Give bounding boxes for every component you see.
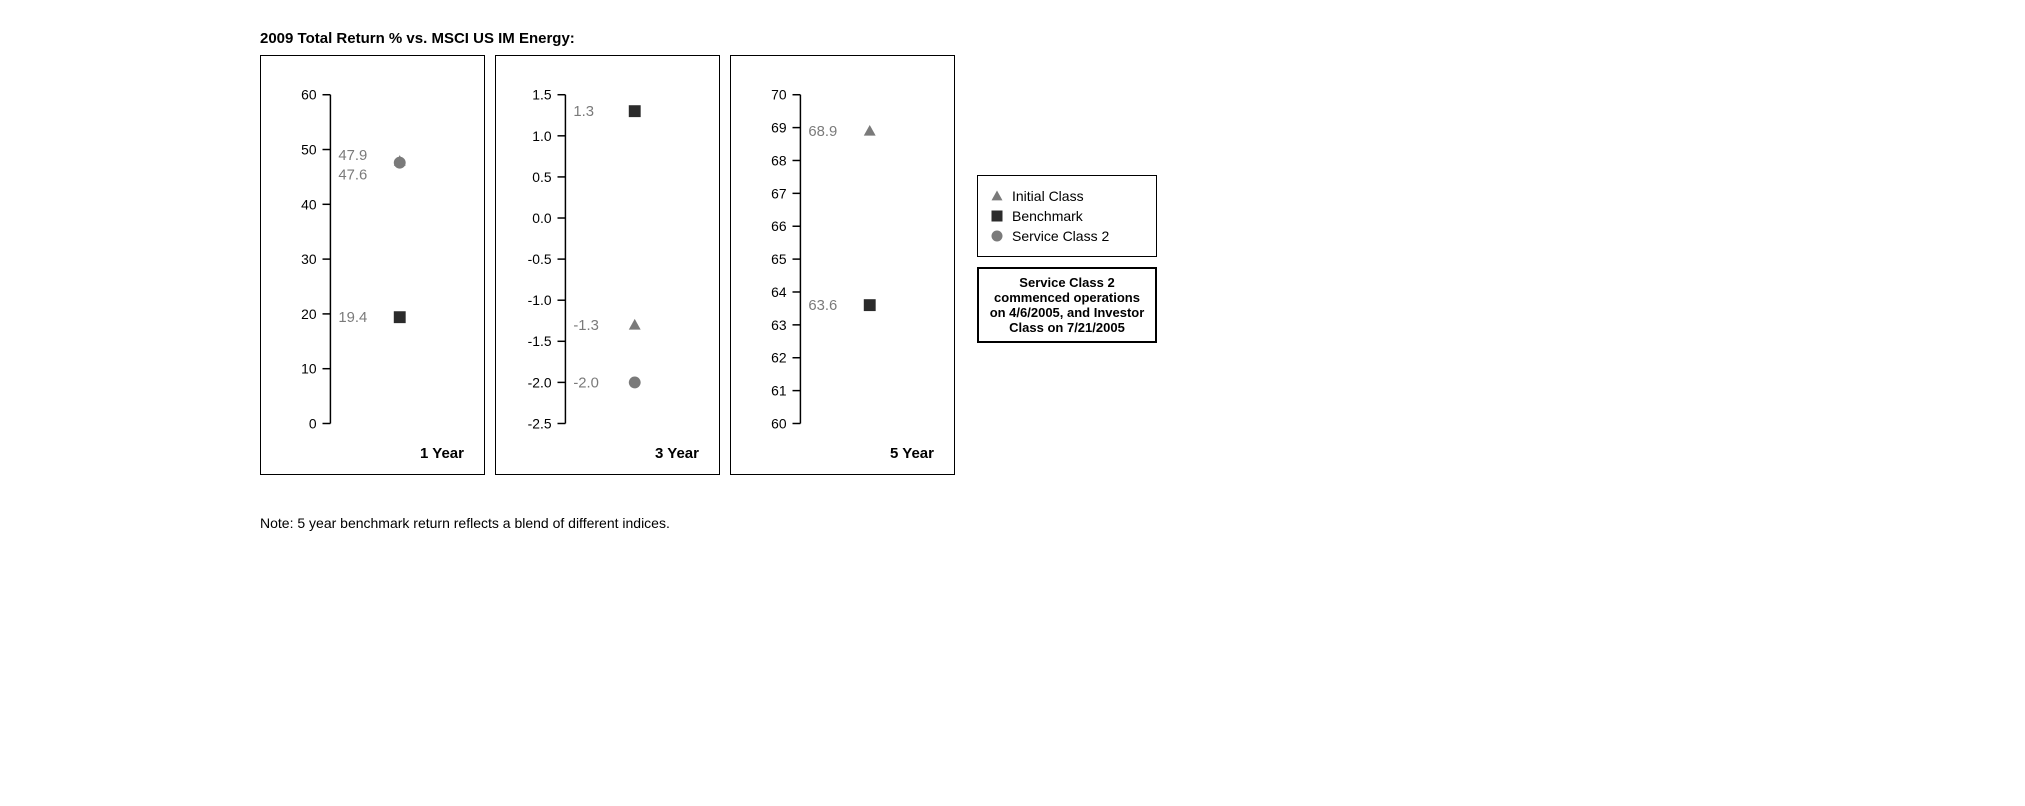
axis-tick-label: -1.5 [528, 333, 552, 349]
axis-tick-label: 66 [771, 218, 787, 234]
axis-tick-label: 40 [301, 196, 317, 212]
axis-tick-label: 63 [771, 317, 787, 333]
panel-caption: 5 Year [890, 445, 934, 462]
triangle-icon [990, 189, 1004, 203]
chart-container: 2009 Total Return % vs. MSCI US IM Energ… [260, 30, 1360, 531]
panel-svg: 70 69 68 67 66 65 64 63 62 61 60 68.9 63.6 [741, 76, 944, 464]
value-label: -2.0 [573, 375, 599, 391]
chart-title: 2009 Total Return % vs. MSCI US IM Energ… [260, 30, 1360, 47]
value-label: 47.6 [338, 168, 367, 184]
axis-tick-label: 67 [771, 185, 787, 201]
footnote: Note: 5 year benchmark return reflects a… [260, 515, 1360, 531]
axis-tick-label: 60 [771, 415, 787, 431]
panels-host: 60 50 40 30 20 10 0 47.9 47.6 19.4 1 Year 1.5 1.0 0.5… [260, 55, 955, 475]
axis-tick-label: -2.5 [528, 415, 552, 431]
value-label: 63.6 [808, 298, 837, 314]
axis-tick-label: 10 [301, 361, 317, 377]
value-label: 1.3 [573, 104, 594, 120]
axis-tick-label: 0.5 [532, 169, 552, 185]
value-label: 19.4 [338, 310, 367, 326]
axis-tick-label: 70 [771, 87, 787, 103]
axis-tick-label: 69 [771, 120, 787, 136]
axis-tick-label: 64 [771, 284, 787, 300]
legend-label: Service Class 2 [1012, 228, 1109, 244]
axis-tick-label: -2.0 [528, 374, 552, 390]
axis-tick-label: 0 [309, 415, 317, 431]
chart-panel: 70 69 68 67 66 65 64 63 62 61 60 68.9 63.6 5 Year [730, 55, 955, 475]
legend-label: Benchmark [1012, 208, 1083, 224]
square-icon [990, 209, 1004, 223]
panel-svg: 1.5 1.0 0.5 0.0 -0.5 -1.0 -1.5 -2.0 -2.5 1.3 -1.3 -… [506, 76, 709, 464]
axis-tick-label: 1.0 [532, 128, 552, 144]
axis-tick-label: -1.0 [528, 292, 552, 308]
chart-panel: 60 50 40 30 20 10 0 47.9 47.6 19.4 1 Year [260, 55, 485, 475]
circle-icon [990, 229, 1004, 243]
axis-tick-label: 30 [301, 251, 317, 267]
chart-panel: 1.5 1.0 0.5 0.0 -0.5 -1.0 -1.5 -2.0 -2.5 1.3 -1.3 -… [495, 55, 720, 475]
axis-tick-label: 68 [771, 152, 787, 168]
legend-column: Initial Class Benchmark Service Class 2 Se… [977, 175, 1157, 343]
value-label: 47.9 [338, 148, 367, 164]
legend-item: Initial Class [990, 188, 1144, 204]
axis-tick-label: 60 [301, 87, 317, 103]
legend-item: Benchmark [990, 208, 1144, 224]
panels-row: 60 50 40 30 20 10 0 47.9 47.6 19.4 1 Year 1.5 1.0 0.5… [260, 55, 1360, 475]
axis-tick-label: 20 [301, 306, 317, 322]
panel-caption: 1 Year [420, 445, 464, 462]
legend-item: Service Class 2 [990, 228, 1144, 244]
service-class-note: Service Class 2 commenced operations on … [977, 267, 1157, 343]
panel-caption: 3 Year [655, 445, 699, 462]
legend-label: Initial Class [1012, 188, 1084, 204]
panel-svg: 60 50 40 30 20 10 0 47.9 47.6 19.4 [271, 76, 474, 464]
axis-tick-label: 61 [771, 383, 787, 399]
axis-tick-label: 0.0 [532, 210, 552, 226]
axis-tick-label: 1.5 [532, 87, 552, 103]
axis-tick-label: 65 [771, 251, 787, 267]
legend-box: Initial Class Benchmark Service Class 2 [977, 175, 1157, 257]
value-label: 68.9 [808, 124, 837, 140]
axis-tick-label: -0.5 [528, 251, 552, 267]
value-label: -1.3 [573, 318, 599, 334]
axis-tick-label: 62 [771, 350, 787, 366]
axis-tick-label: 50 [301, 141, 317, 157]
